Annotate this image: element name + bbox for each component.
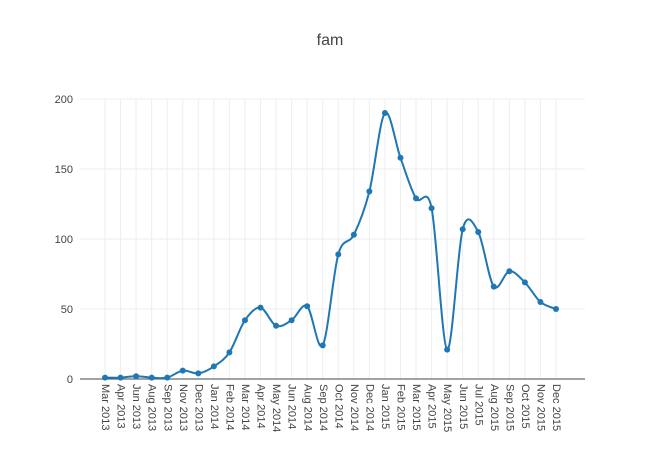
- x-tick-label: Mar 2014: [239, 384, 251, 430]
- series-line: [104, 111, 557, 380]
- x-tick-label: Dec 2013: [192, 384, 204, 431]
- x-tick-label: Jan 2014: [208, 384, 220, 429]
- data-point[interactable]: [413, 195, 420, 202]
- x-tick-label: Jun 2014: [286, 384, 298, 429]
- y-tick-label: 200: [55, 94, 73, 106]
- data-point[interactable]: [133, 373, 140, 380]
- chart-title: fam: [316, 32, 344, 49]
- data-point[interactable]: [273, 322, 280, 329]
- data-point[interactable]: [521, 279, 528, 286]
- x-tick-label: May 2015: [441, 384, 453, 432]
- data-point[interactable]: [148, 374, 155, 381]
- data-point[interactable]: [164, 374, 171, 381]
- x-tick-label: Sep 2013: [161, 384, 173, 431]
- data-point[interactable]: [459, 226, 466, 233]
- x-tick-label: Aug 2014: [301, 384, 313, 431]
- data-point[interactable]: [428, 205, 435, 212]
- x-tick-label: Dec 2015: [550, 384, 562, 431]
- y-tick-label: 50: [61, 304, 73, 316]
- x-tick-label: Oct 2014: [332, 384, 344, 429]
- data-point[interactable]: [319, 342, 326, 349]
- data-point[interactable]: [179, 367, 186, 374]
- series-points: [102, 110, 559, 381]
- x-tick-label: May 2014: [270, 384, 282, 432]
- data-point[interactable]: [397, 154, 404, 161]
- x-tick-label: Apr 2013: [115, 384, 127, 429]
- data-point[interactable]: [226, 349, 233, 356]
- data-point[interactable]: [257, 304, 264, 311]
- x-tick-label: Nov 2015: [535, 384, 547, 431]
- x-tick-label: Apr 2015: [426, 384, 438, 429]
- data-point[interactable]: [288, 317, 295, 324]
- x-tick-label: Aug 2013: [146, 384, 158, 431]
- data-point[interactable]: [381, 110, 388, 116]
- y-tick-label: 0: [67, 374, 73, 386]
- x-axis-tick-labels: Mar 2013 Apr 2013 Jun 2013 Aug 2013 Sep 2013…: [99, 384, 562, 432]
- data-point[interactable]: [102, 374, 108, 381]
- y-axis-tick-labels: 0 50 100 150 200: [55, 94, 73, 386]
- x-tick-label: Aug 2015: [488, 384, 500, 431]
- data-point[interactable]: [210, 363, 217, 370]
- x-tick-label: Nov 2013: [177, 384, 189, 431]
- x-tick-label: Sep 2014: [317, 384, 329, 431]
- y-gridlines: [80, 98, 585, 310]
- x-tick-label: Mar 2013: [99, 384, 111, 430]
- x-tick-label: Jun 2013: [130, 384, 142, 429]
- x-tick-label: Dec 2014: [363, 384, 375, 431]
- y-tick-label: 150: [55, 164, 73, 176]
- data-point[interactable]: [506, 268, 513, 275]
- x-tick-label: Jun 2015: [457, 384, 469, 429]
- data-point[interactable]: [537, 299, 544, 305]
- x-tick-label: Nov 2014: [348, 384, 360, 431]
- x-tick-label: Sep 2015: [503, 384, 515, 431]
- x-tick-label: Mar 2015: [410, 384, 422, 430]
- x-tick-label: Feb 2014: [224, 384, 236, 430]
- data-point[interactable]: [117, 374, 124, 381]
- data-point[interactable]: [444, 346, 451, 353]
- data-point[interactable]: [553, 306, 559, 312]
- data-point[interactable]: [366, 188, 373, 195]
- data-point[interactable]: [195, 370, 202, 377]
- x-tick-label: Apr 2014: [255, 384, 267, 429]
- data-point[interactable]: [350, 231, 357, 238]
- x-tick-label: Oct 2015: [519, 384, 531, 429]
- data-point[interactable]: [490, 283, 497, 290]
- data-point[interactable]: [304, 303, 311, 310]
- x-tick-label: Feb 2015: [395, 384, 407, 430]
- x-tick-label: Jul 2015: [472, 384, 484, 426]
- y-tick-label: 100: [55, 234, 73, 246]
- x-tick-label: Jan 2015: [379, 384, 391, 429]
- data-point[interactable]: [241, 317, 248, 324]
- data-point[interactable]: [475, 229, 482, 235]
- data-point[interactable]: [335, 251, 342, 258]
